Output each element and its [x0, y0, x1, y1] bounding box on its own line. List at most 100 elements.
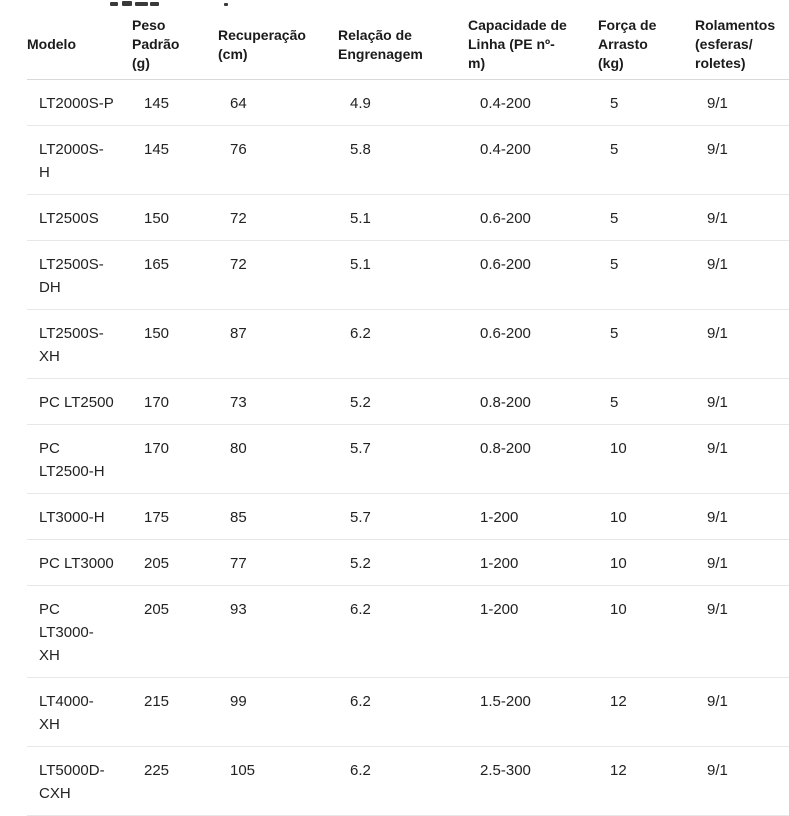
bearings-cell: 9/1 — [695, 493, 789, 540]
model-cell: LT3000-H — [27, 493, 132, 540]
retrieve-cell: 93 — [218, 585, 338, 678]
weight-cell: 225 — [132, 746, 218, 816]
model-cell: PC LT2500 — [27, 378, 132, 425]
table-row: PC LT3000 205 77 5.2 1-200 10 9/1 — [27, 539, 789, 586]
model-cell: LT2500S- XH — [27, 309, 132, 379]
table-row: LT2500S- XH 150 87 6.2 0.6-200 5 9/1 — [27, 309, 789, 379]
retrieve-cell: 64 — [218, 79, 338, 126]
weight-cell: 150 — [132, 309, 218, 379]
model-cell: PC LT3000 — [27, 539, 132, 586]
gear-ratio-cell: 5.2 — [338, 539, 468, 586]
weight-cell: 205 — [132, 585, 218, 678]
header-row: Modelo Peso Padrão (g) Recuperação (cm) … — [27, 10, 789, 80]
column-header-modelo: Modelo — [27, 10, 132, 80]
model-cell: LT5000D- CXH — [27, 746, 132, 816]
bearings-cell: 9/1 — [695, 746, 789, 816]
bearings-cell: 9/1 — [695, 378, 789, 425]
drag-cell: 10 — [598, 539, 695, 586]
drag-cell: 10 — [598, 424, 695, 494]
model-cell: PC LT3000- XH — [27, 585, 132, 678]
retrieve-cell: 73 — [218, 378, 338, 425]
model-cell: LT2000S- H — [27, 125, 132, 195]
drag-cell: 12 — [598, 677, 695, 747]
table-row: PC LT2500 170 73 5.2 0.8-200 5 9/1 — [27, 378, 789, 425]
weight-cell: 145 — [132, 125, 218, 195]
table-row: LT5000D- CXH 225 105 6.2 2.5-300 12 9/1 — [27, 746, 789, 816]
retrieve-cell: 76 — [218, 125, 338, 195]
column-header-rolamentos: Rolamentos (esferas/ roletes) — [695, 10, 789, 80]
column-header-recuperacao: Recuperação (cm) — [218, 10, 338, 80]
weight-cell: 170 — [132, 424, 218, 494]
bearings-cell: 9/1 — [695, 194, 789, 241]
drag-cell: 5 — [598, 125, 695, 195]
model-cell: LT2000S-P — [27, 79, 132, 126]
line-capacity-cell: 1-200 — [468, 585, 598, 678]
weight-cell: 175 — [132, 493, 218, 540]
line-capacity-cell: 0.4-200 — [468, 79, 598, 126]
column-header-peso: Peso Padrão (g) — [132, 10, 218, 80]
drag-cell: 12 — [598, 746, 695, 816]
bearings-cell: 9/1 — [695, 79, 789, 126]
spec-table: Modelo Peso Padrão (g) Recuperação (cm) … — [27, 10, 789, 816]
retrieve-cell: 77 — [218, 539, 338, 586]
line-capacity-cell: 0.6-200 — [468, 240, 598, 310]
table-row: PC LT3000- XH 205 93 6.2 1-200 10 9/1 — [27, 585, 789, 678]
bearings-cell: 9/1 — [695, 677, 789, 747]
bearings-cell: 9/1 — [695, 309, 789, 379]
table-row: PC LT2500-H 170 80 5.7 0.8-200 10 9/1 — [27, 424, 789, 494]
gear-ratio-cell: 5.8 — [338, 125, 468, 195]
gear-ratio-cell: 5.1 — [338, 240, 468, 310]
model-cell: PC LT2500-H — [27, 424, 132, 494]
weight-cell: 170 — [132, 378, 218, 425]
line-capacity-cell: 1-200 — [468, 539, 598, 586]
model-cell: LT2500S- DH — [27, 240, 132, 310]
line-capacity-cell: 0.8-200 — [468, 378, 598, 425]
column-header-capacidade: Capacidade de Linha (PE nº- m) — [468, 10, 598, 80]
drag-cell: 10 — [598, 585, 695, 678]
weight-cell: 215 — [132, 677, 218, 747]
spec-table-container: Modelo Peso Padrão (g) Recuperação (cm) … — [27, 10, 789, 816]
retrieve-cell: 105 — [218, 746, 338, 816]
drag-cell: 5 — [598, 79, 695, 126]
gear-ratio-cell: 6.2 — [338, 309, 468, 379]
line-capacity-cell: 2.5-300 — [468, 746, 598, 816]
line-capacity-cell: 1-200 — [468, 493, 598, 540]
line-capacity-cell: 0.6-200 — [468, 194, 598, 241]
line-capacity-cell: 1.5-200 — [468, 677, 598, 747]
bearings-cell: 9/1 — [695, 240, 789, 310]
weight-cell: 205 — [132, 539, 218, 586]
table-row: LT2500S 150 72 5.1 0.6-200 5 9/1 — [27, 194, 789, 241]
bearings-cell: 9/1 — [695, 424, 789, 494]
retrieve-cell: 80 — [218, 424, 338, 494]
retrieve-cell: 72 — [218, 194, 338, 241]
gear-ratio-cell: 5.7 — [338, 493, 468, 540]
retrieve-cell: 99 — [218, 677, 338, 747]
column-header-relacao: Relação de Engrenagem — [338, 10, 468, 80]
model-cell: LT4000- XH — [27, 677, 132, 747]
retrieve-cell: 85 — [218, 493, 338, 540]
drag-cell: 5 — [598, 309, 695, 379]
gear-ratio-cell: 6.2 — [338, 677, 468, 747]
drag-cell: 5 — [598, 240, 695, 310]
line-capacity-cell: 0.6-200 — [468, 309, 598, 379]
column-header-forca: Força de Arrasto (kg) — [598, 10, 695, 80]
gear-ratio-cell: 6.2 — [338, 746, 468, 816]
table-row: LT2000S- H 145 76 5.8 0.4-200 5 9/1 — [27, 125, 789, 195]
line-capacity-cell: 0.4-200 — [468, 125, 598, 195]
bearings-cell: 9/1 — [695, 125, 789, 195]
drag-cell: 5 — [598, 378, 695, 425]
table-row: LT2000S-P 145 64 4.9 0.4-200 5 9/1 — [27, 79, 789, 126]
gear-ratio-cell: 5.1 — [338, 194, 468, 241]
gear-ratio-cell: 5.2 — [338, 378, 468, 425]
weight-cell: 165 — [132, 240, 218, 310]
spec-table-header: Modelo Peso Padrão (g) Recuperação (cm) … — [27, 10, 789, 80]
gear-ratio-cell: 6.2 — [338, 585, 468, 678]
retrieve-cell: 87 — [218, 309, 338, 379]
drag-cell: 5 — [598, 194, 695, 241]
bearings-cell: 9/1 — [695, 585, 789, 678]
table-row: LT2500S- DH 165 72 5.1 0.6-200 5 9/1 — [27, 240, 789, 310]
table-row: LT4000- XH 215 99 6.2 1.5-200 12 9/1 — [27, 677, 789, 747]
clipped-text-fragment — [0, 0, 789, 8]
weight-cell: 145 — [132, 79, 218, 126]
line-capacity-cell: 0.8-200 — [468, 424, 598, 494]
